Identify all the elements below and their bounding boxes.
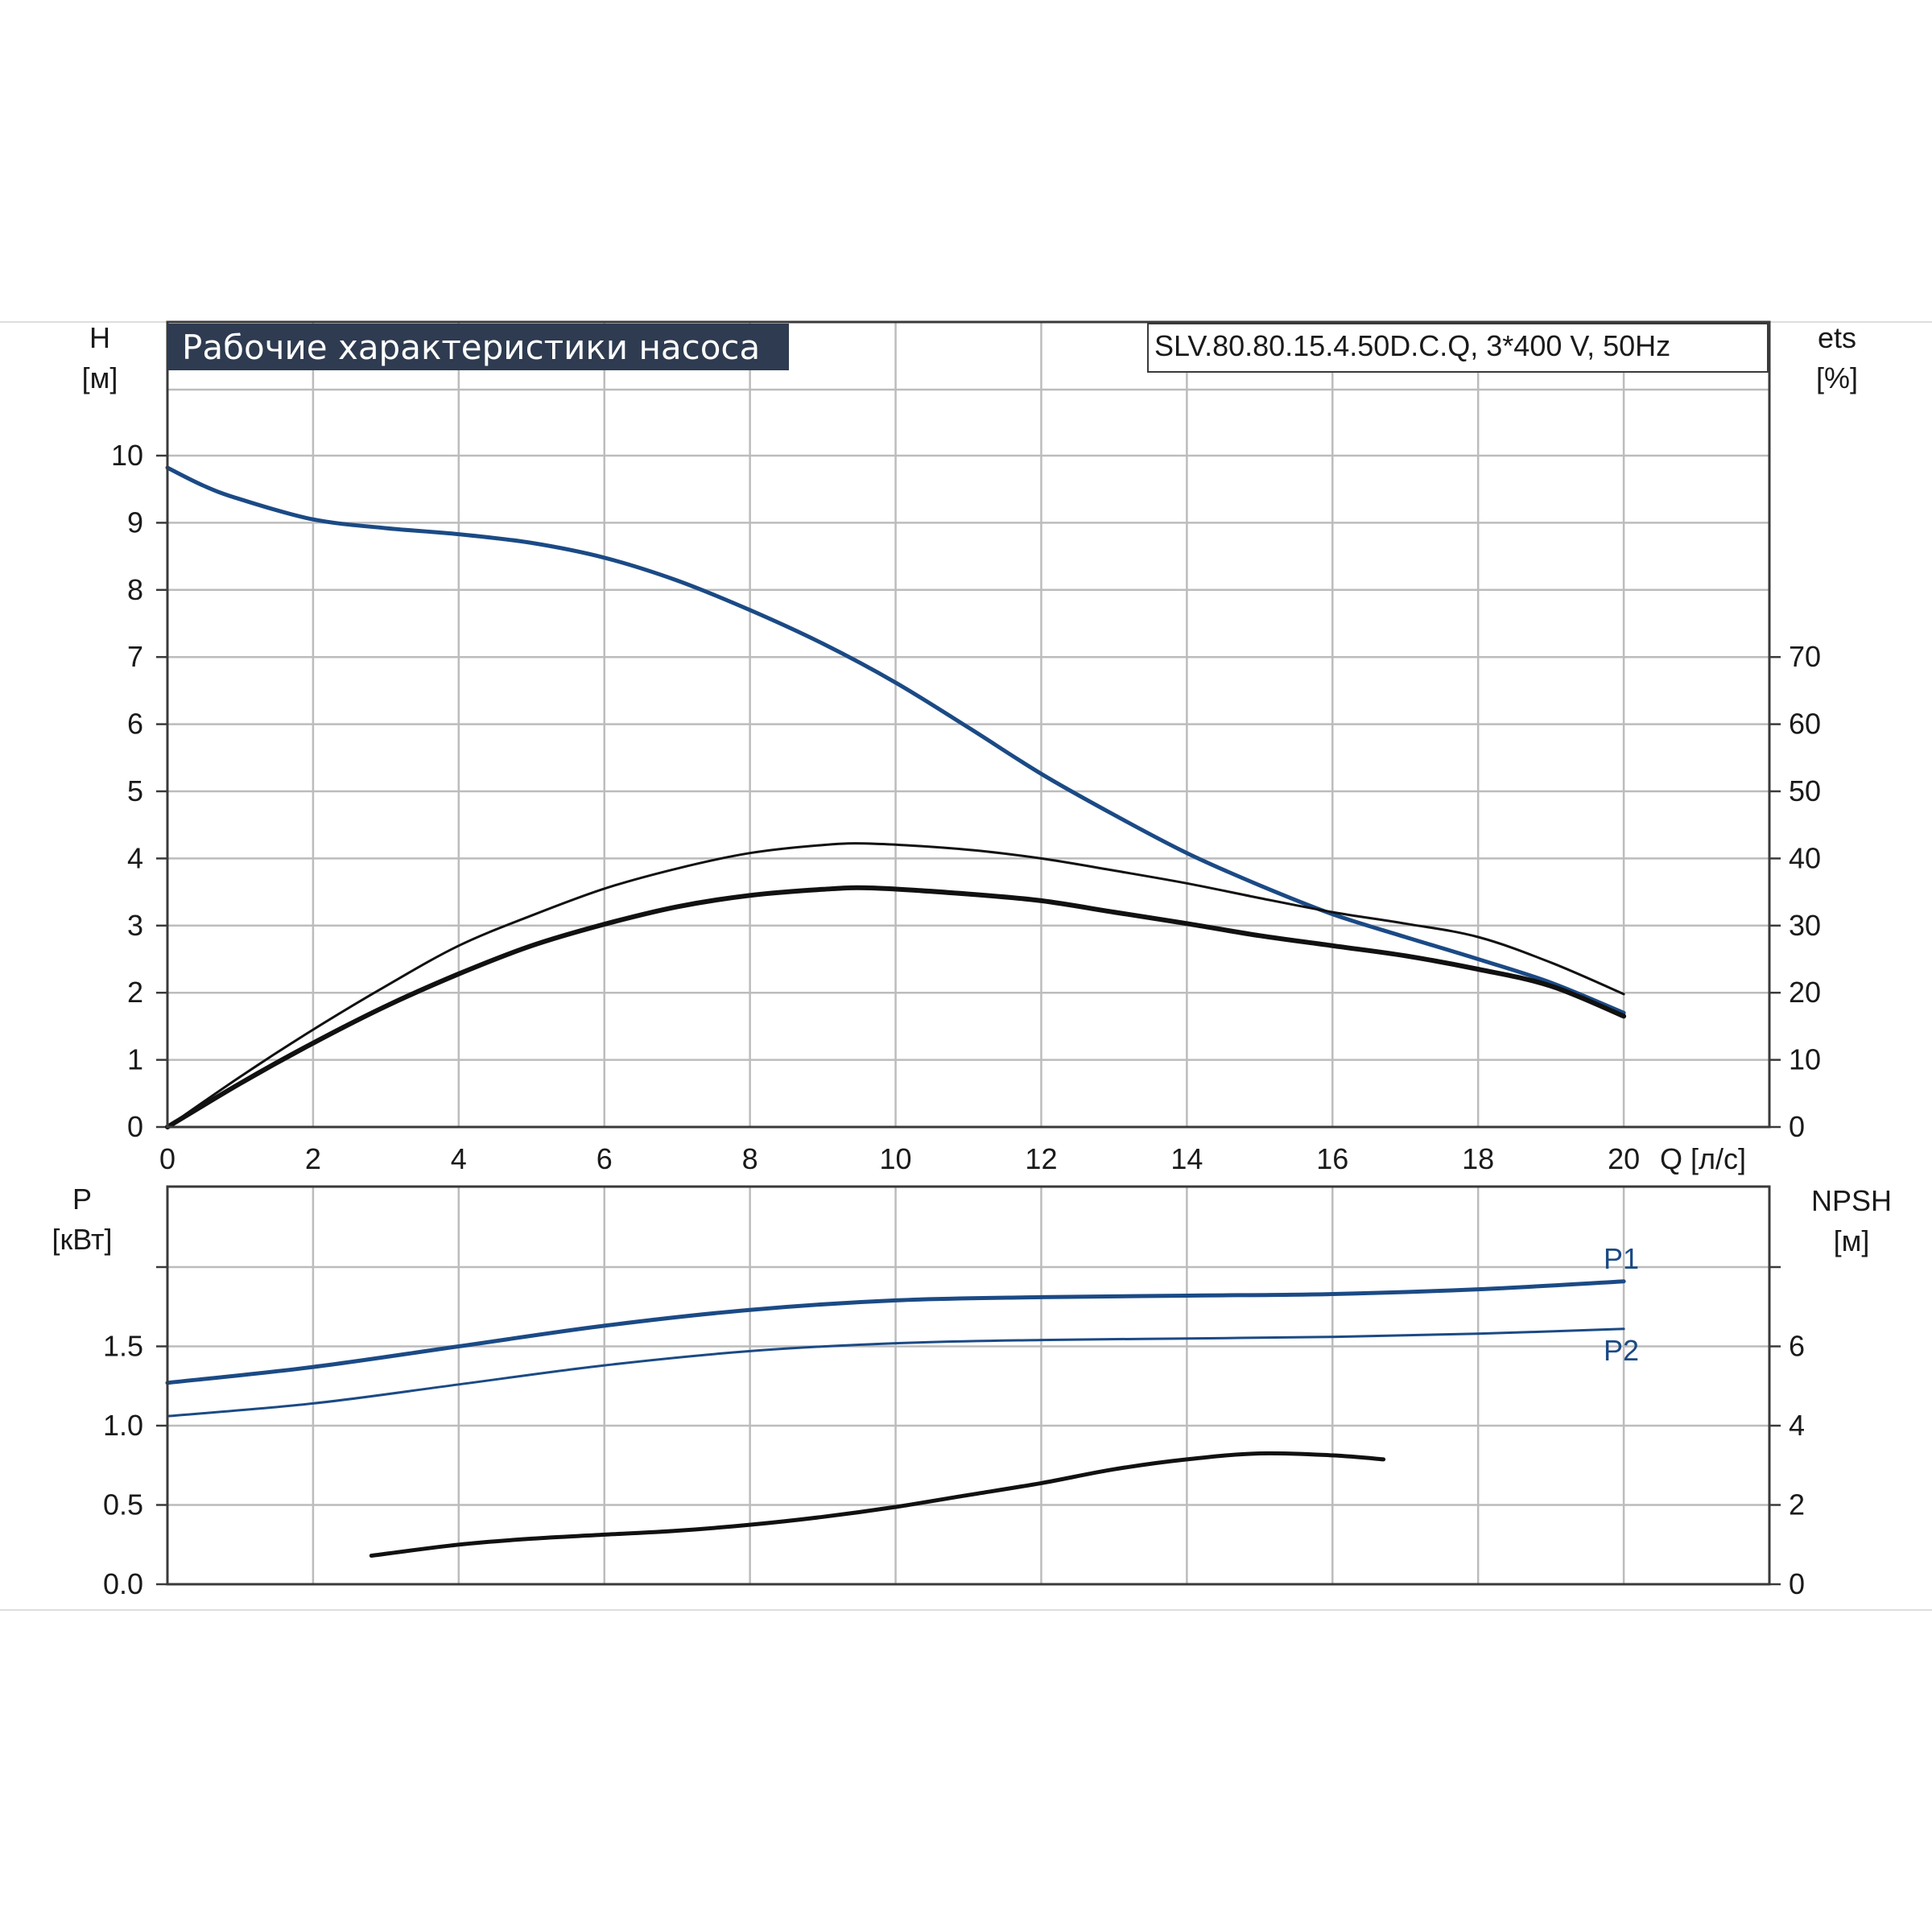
p-tick-label: 0.5 bbox=[103, 1488, 143, 1521]
h-tick-label: 2 bbox=[127, 976, 143, 1009]
h-tick-label: 7 bbox=[127, 640, 143, 673]
x-tick-label: 4 bbox=[451, 1142, 467, 1175]
eta-axis-unit: [%] bbox=[1816, 361, 1858, 394]
npsh-tick-label: 6 bbox=[1789, 1330, 1805, 1363]
series-label-p2: P2 bbox=[1604, 1334, 1639, 1367]
eta-axis-title: ets bbox=[1818, 321, 1856, 354]
h-tick-label: 5 bbox=[127, 774, 143, 807]
top-panel: 0 2 4 6 8 10 12 14 16 18 2001234567891001020304050… bbox=[82, 320, 1858, 1175]
p-tick-label: 0.0 bbox=[103, 1567, 143, 1600]
head-curve bbox=[165, 465, 1626, 1015]
bottom-panel: 0.0 0.5 1.0 1.5 0 2 4 6 P [кВт] NPSH [м] P1 P2 bbox=[52, 1183, 1892, 1600]
eta-tick-label: 50 bbox=[1789, 774, 1821, 807]
x-tick-label: 18 bbox=[1462, 1142, 1494, 1175]
eta-tick-label: 40 bbox=[1789, 841, 1821, 874]
npsh-axis-unit: [м] bbox=[1834, 1224, 1870, 1257]
title-background bbox=[167, 324, 789, 370]
power-curve-p1 bbox=[165, 1279, 1626, 1385]
npsh-axis-title: NPSH bbox=[1811, 1184, 1892, 1217]
top-ticks: 0 2 4 6 8 10 12 14 16 18 2001234567891001020304050… bbox=[111, 439, 1821, 1175]
top-grid bbox=[167, 322, 1769, 1127]
h-tick-label: 4 bbox=[127, 841, 143, 874]
h-tick-label: 3 bbox=[127, 909, 143, 942]
npsh-tick-label: 4 bbox=[1789, 1409, 1805, 1442]
model-label: SLV.80.80.15.4.50D.C.Q, 3*400 V, 50Hz bbox=[1154, 329, 1670, 362]
h-tick-label: 0 bbox=[127, 1110, 143, 1143]
npsh-curve bbox=[369, 1451, 1386, 1558]
x-tick-label: 14 bbox=[1170, 1142, 1203, 1175]
x-tick-label: 0 bbox=[159, 1142, 175, 1175]
x-tick-label: 10 bbox=[880, 1142, 912, 1175]
h-tick-label: 9 bbox=[127, 506, 143, 539]
h-tick-label: 6 bbox=[127, 708, 143, 741]
series-label-p1: P1 bbox=[1604, 1242, 1639, 1275]
eta-tick-label: 10 bbox=[1789, 1043, 1821, 1076]
q-axis-title: Q [л/с] bbox=[1660, 1142, 1746, 1175]
p-tick-label: 1.0 bbox=[103, 1409, 143, 1442]
power-curve-p2 bbox=[166, 1327, 1625, 1418]
p-axis-title: P bbox=[72, 1183, 92, 1216]
eta-tick-label: 30 bbox=[1789, 909, 1821, 942]
bottom-curves bbox=[165, 1279, 1626, 1558]
efficiency-curve-thick bbox=[165, 885, 1627, 1129]
npsh-tick-label: 2 bbox=[1789, 1488, 1805, 1521]
x-tick-label: 12 bbox=[1025, 1142, 1057, 1175]
h-tick-label: 1 bbox=[127, 1043, 143, 1076]
eta-tick-label: 70 bbox=[1789, 640, 1821, 673]
model-box bbox=[1147, 323, 1769, 373]
npsh-tick-label: 0 bbox=[1789, 1567, 1805, 1600]
h-tick-label: 10 bbox=[111, 439, 143, 472]
bottom-plot-frame bbox=[166, 1185, 1771, 1586]
x-tick-label: 16 bbox=[1316, 1142, 1348, 1175]
bottom-ticks: 0.0 0.5 1.0 1.5 0 2 4 6 bbox=[103, 1265, 1805, 1600]
eta-tick-label: 20 bbox=[1789, 976, 1821, 1009]
efficiency-curve-thin bbox=[166, 842, 1625, 1129]
eta-tick-label: 0 bbox=[1789, 1110, 1805, 1143]
x-tick-label: 20 bbox=[1608, 1142, 1640, 1175]
p-tick-label: 1.5 bbox=[103, 1330, 143, 1363]
eta-tick-label: 60 bbox=[1789, 708, 1821, 741]
x-tick-label: 8 bbox=[742, 1142, 758, 1175]
h-axis-title: H bbox=[89, 321, 110, 354]
h-axis-unit: [м] bbox=[82, 361, 118, 394]
h-tick-label: 8 bbox=[127, 573, 143, 606]
chart-title: Рабочие характеристики насоса bbox=[182, 328, 760, 367]
p-axis-unit: [кВт] bbox=[52, 1223, 112, 1256]
top-curves bbox=[165, 465, 1627, 1129]
bottom-grid bbox=[167, 1187, 1769, 1584]
x-tick-label: 6 bbox=[597, 1142, 613, 1175]
x-tick-label: 2 bbox=[305, 1142, 321, 1175]
top-plot-frame bbox=[166, 320, 1771, 1129]
